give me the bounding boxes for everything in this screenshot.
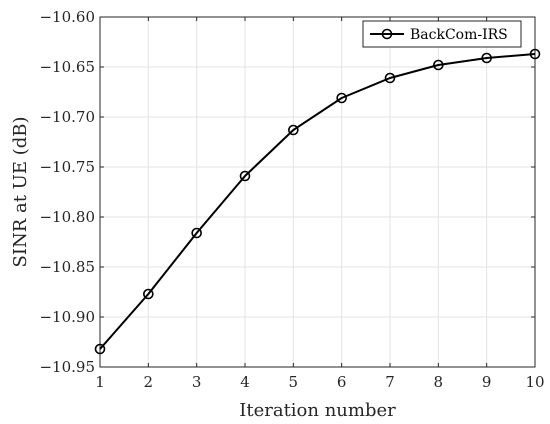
series-group (94, 48, 541, 355)
x-tick-label: 7 (385, 373, 395, 391)
x-tick-label: 3 (192, 373, 202, 391)
x-tick-label: 4 (240, 373, 250, 391)
y-axis-label: SINR at UE (dB) (10, 117, 31, 268)
data-point (336, 92, 347, 104)
x-tick-label: 2 (144, 373, 154, 391)
data-point (191, 227, 202, 239)
series-line (99, 53, 536, 350)
y-tick-label: −10.70 (39, 108, 95, 126)
y-tick-label: −10.80 (39, 208, 95, 226)
data-point (239, 170, 251, 182)
data-point (143, 288, 154, 300)
legend-marker-circle (381, 28, 393, 40)
x-tick-label: 6 (337, 373, 347, 391)
data-point (384, 72, 396, 84)
plot-frame (99, 16, 536, 368)
data-point (433, 59, 444, 71)
y-tick-label: −10.95 (39, 358, 95, 376)
legend: BackCom-IRS (362, 20, 522, 48)
x-tick-label: 8 (434, 373, 444, 391)
x-tick-label: 9 (482, 373, 492, 391)
y-tick-label: −10.90 (39, 308, 95, 326)
x-tick-label: 5 (289, 373, 299, 391)
data-point (288, 124, 299, 136)
y-tick-label: −10.60 (39, 8, 95, 26)
tick-marks (99, 16, 536, 368)
legend-label: BackCom-IRS (410, 27, 508, 43)
x-axis-label: Iteration number (239, 400, 396, 421)
data-point (529, 48, 541, 60)
y-tick-label: −10.65 (39, 58, 95, 76)
plot-background (100, 17, 535, 367)
data-point (94, 343, 106, 355)
y-tick-label: −10.85 (39, 258, 95, 276)
y-tick-label: −10.75 (39, 158, 95, 176)
x-tick-label: 10 (525, 373, 544, 391)
tick-labels: 1 2 3 4 5 6 7 8 9 10 −10.95 −10.90 −10.85 −10.80 −10.7… (39, 8, 544, 391)
x-tick-label: 1 (95, 373, 105, 391)
data-point (481, 52, 492, 64)
